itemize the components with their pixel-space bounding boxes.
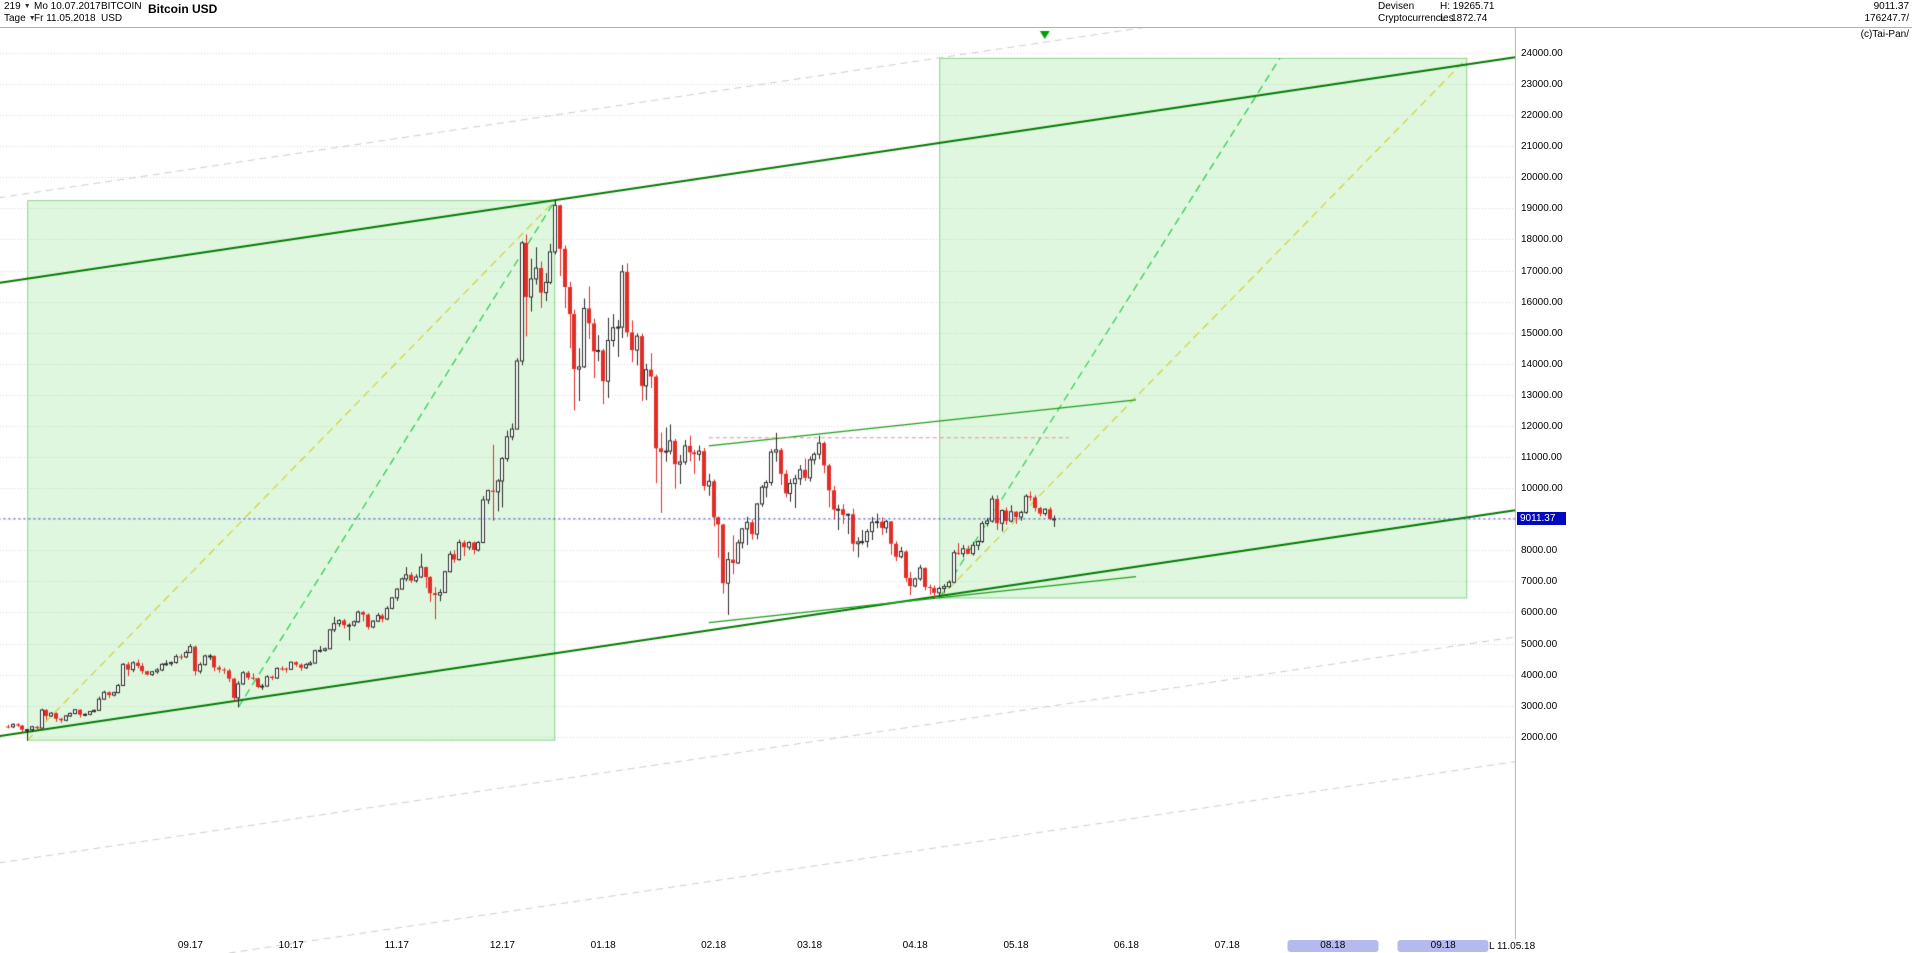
x-axis-label: 06.18 bbox=[1113, 940, 1139, 951]
y-axis-label: 11000.00 bbox=[1521, 452, 1562, 464]
chevron-down-icon[interactable]: ▼ bbox=[28, 15, 36, 22]
category-name: Devisen bbox=[1378, 1, 1415, 12]
symbol-code: BITCOIN bbox=[101, 1, 142, 12]
chart-area: (c)Tai-Pan/ 24000.00 23000.00 22000.00 2100… bbox=[0, 28, 1912, 953]
category-block: Devisen Cryptocurrencies bbox=[1378, 1, 1454, 25]
y-axis-label: 7000.00 bbox=[1521, 576, 1558, 588]
y-axis-label: 22000.00 bbox=[1521, 110, 1563, 122]
y-axis-label: 14000.00 bbox=[1521, 358, 1563, 370]
x-axis-label: 07.18 bbox=[1214, 940, 1240, 951]
period-high: H: 19265.71 bbox=[1440, 1, 1495, 12]
y-axis-label: 16000.00 bbox=[1521, 296, 1563, 308]
chevron-down-icon[interactable]: ▼ bbox=[23, 3, 31, 10]
last-price-tag: 9011.37 bbox=[1517, 511, 1566, 525]
x-axis-label: 09.17 bbox=[177, 940, 203, 951]
last-date-label: L 11.05.18 bbox=[1489, 941, 1536, 952]
y-axis-label: 24000.00 bbox=[1521, 48, 1563, 59]
secondary-value: 176247.7/ bbox=[1864, 13, 1910, 24]
y-axis-label: 15000.00 bbox=[1521, 327, 1563, 339]
chart-title: Bitcoin USD bbox=[148, 2, 218, 16]
high-low-block: H: 19265.71 L: 1872.74 bbox=[1440, 1, 1495, 25]
y-axis-label: 2000.00 bbox=[1521, 731, 1558, 743]
y-axis-label: 21000.00 bbox=[1521, 141, 1563, 153]
x-axis-label: 01.18 bbox=[590, 940, 616, 951]
y-axis-label: 5000.00 bbox=[1521, 638, 1558, 650]
y-axis-label: 10000.00 bbox=[1521, 483, 1563, 495]
timeframe-value: Tage bbox=[4, 13, 26, 24]
x-axis: 09.17 10.17 11.17 12.17 01.18 02.18 03.18 04.18… bbox=[0, 939, 1912, 953]
y-axis-label: 17000.00 bbox=[1521, 265, 1563, 277]
x-axis-label: 11.17 bbox=[384, 940, 409, 951]
symbol-currency: USD bbox=[101, 13, 123, 24]
period-selectors: 219 ▼ Tage ▼ bbox=[4, 1, 36, 25]
date-to: Fr 11.05.2018 bbox=[34, 13, 96, 24]
x-axis-label: 12.17 bbox=[489, 940, 515, 951]
x-axis-label: 02.18 bbox=[701, 940, 727, 951]
timeframe-select[interactable]: Tage ▼ bbox=[4, 13, 36, 25]
candlestick-chart-canvas[interactable] bbox=[0, 28, 1516, 953]
y-axis-label: 23000.00 bbox=[1521, 79, 1563, 91]
x-axis-label-highlighted: 08.18 bbox=[1287, 940, 1379, 952]
bars-count-value: 219 bbox=[4, 1, 21, 12]
symbol-block: BITCOIN USD bbox=[101, 1, 142, 25]
y-axis-label: 4000.00 bbox=[1521, 669, 1558, 681]
bars-count-select[interactable]: 219 ▼ bbox=[4, 1, 36, 13]
period-low: L: 1872.74 bbox=[1440, 13, 1488, 24]
header: 219 ▼ Tage ▼ Mo 10.07.2017 Fr 11.05.2018… bbox=[0, 0, 1912, 28]
y-axis-label: 19000.00 bbox=[1521, 203, 1563, 215]
last-price: 9011.37 bbox=[1873, 1, 1909, 12]
x-axis-label-highlighted: 09.18 bbox=[1397, 940, 1489, 952]
y-axis-label: 20000.00 bbox=[1521, 172, 1563, 184]
y-axis-label: 12000.00 bbox=[1521, 420, 1563, 432]
x-axis-label: 03.18 bbox=[797, 940, 823, 951]
x-axis-label: 05.18 bbox=[1003, 940, 1029, 951]
y-axis-label: 3000.00 bbox=[1521, 700, 1558, 712]
y-axis-label: 6000.00 bbox=[1521, 607, 1558, 619]
date-from: Mo 10.07.2017 bbox=[34, 1, 101, 12]
last-values-block: 9011.37 176247.7/ bbox=[1865, 1, 1910, 25]
x-axis-label: 10.17 bbox=[278, 940, 304, 951]
x-axis-label: 04.18 bbox=[902, 940, 928, 951]
y-axis-label: 18000.00 bbox=[1521, 234, 1563, 246]
category-subname: Cryptocurrencies bbox=[1378, 13, 1454, 24]
y-axis-label: 8000.00 bbox=[1521, 545, 1558, 557]
date-range: Mo 10.07.2017 Fr 11.05.2018 bbox=[34, 1, 101, 25]
copyright-watermark: (c)Tai-Pan/ bbox=[1860, 29, 1909, 40]
y-axis-label: 13000.00 bbox=[1521, 389, 1563, 401]
